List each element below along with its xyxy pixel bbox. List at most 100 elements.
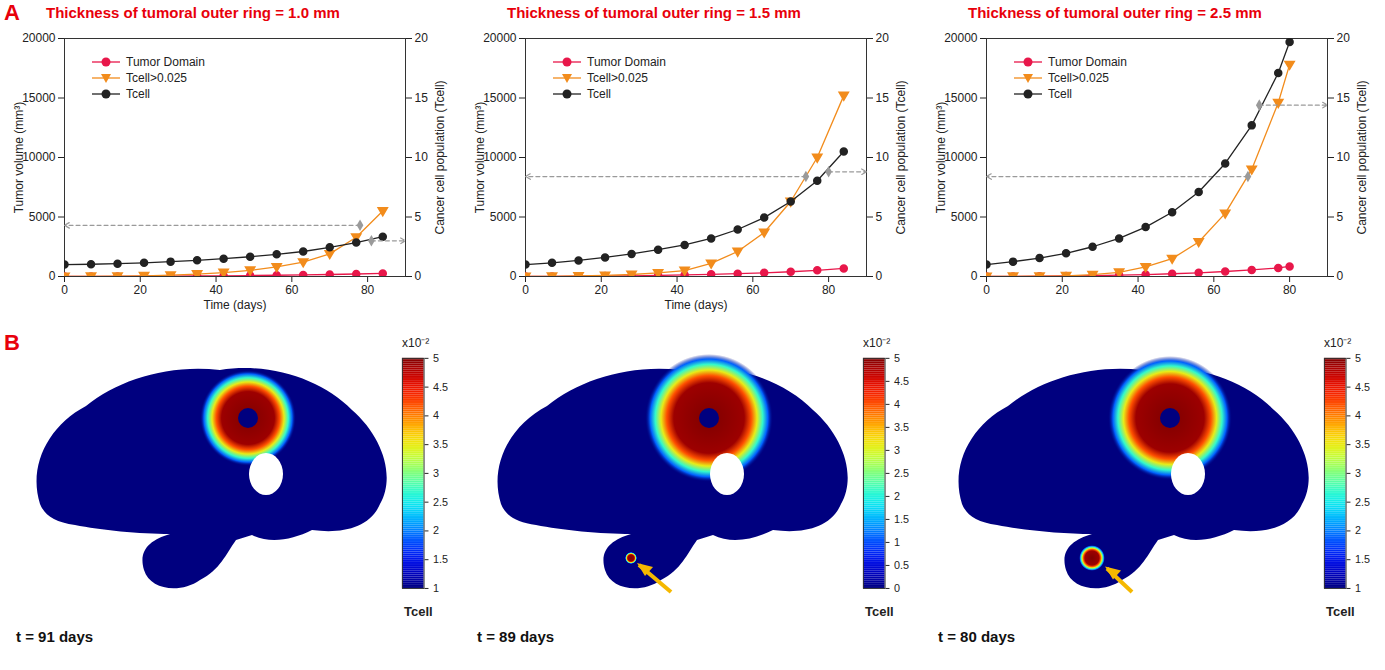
svg-text:10: 10 [1337, 150, 1351, 164]
svg-text:5: 5 [1337, 210, 1344, 224]
svg-text:80: 80 [1283, 283, 1297, 297]
svg-text:80: 80 [822, 283, 836, 297]
svg-text:0: 0 [983, 283, 990, 297]
svg-text:Time (days): Time (days) [204, 298, 267, 312]
html-text:t = 91 days: t = 91 days [16, 628, 94, 645]
html-text:Tcell: Tcell [404, 604, 433, 619]
svg-text:20000: 20000 [22, 31, 56, 45]
svg-text:4: 4 [433, 409, 439, 421]
svg-text:15000: 15000 [944, 91, 978, 105]
svg-text:60: 60 [746, 283, 760, 297]
svg-text:3: 3 [433, 467, 439, 479]
html-text:t = 80 days: t = 80 days [938, 628, 1016, 645]
svg-text:0: 0 [522, 283, 529, 297]
svg-text:10: 10 [876, 150, 890, 164]
svg-text:Time (days): Time (days) [665, 298, 728, 312]
svg-text:5000: 5000 [490, 210, 517, 224]
svg-text:Cancer cell population (Tcell): Cancer cell population (Tcell) [894, 80, 908, 234]
svg-text:20: 20 [1056, 283, 1070, 297]
svg-text:1: 1 [894, 536, 900, 548]
svg-text:20: 20 [876, 31, 890, 45]
svg-text:4.5: 4.5 [1355, 381, 1370, 393]
html-text:Tcell: Tcell [126, 87, 150, 101]
html-text:Tcell: Tcell [865, 604, 894, 619]
svg-text:10000: 10000 [944, 150, 978, 164]
svg-text:Tumor volume (mm³): Tumor volume (mm³) [12, 102, 26, 214]
svg-text:80: 80 [361, 283, 375, 297]
svg-text:10000: 10000 [22, 150, 56, 164]
svg-text:2: 2 [433, 524, 439, 536]
svg-text:3.5: 3.5 [1355, 438, 1370, 450]
svg-text:2: 2 [1355, 524, 1361, 536]
svg-text:5: 5 [433, 352, 439, 364]
html-text:Tumor Domain: Tumor Domain [1048, 55, 1127, 69]
svg-text:Cancer cell population (Tcell): Cancer cell population (Tcell) [433, 80, 447, 234]
svg-text:40: 40 [670, 283, 684, 297]
svg-text:3.5: 3.5 [894, 421, 909, 433]
svg-text:20: 20 [595, 283, 609, 297]
svg-text:0: 0 [49, 269, 56, 283]
html-text:Tcell>0.025: Tcell>0.025 [587, 71, 648, 85]
svg-text:0: 0 [61, 283, 68, 297]
svg-text:Tumor volume (mm³): Tumor volume (mm³) [473, 102, 487, 214]
svg-text:1: 1 [1355, 582, 1361, 594]
html-text:Tumor Domain: Tumor Domain [587, 55, 666, 69]
svg-text:15000: 15000 [483, 91, 517, 105]
svg-text:4: 4 [1355, 409, 1361, 421]
svg-text:1: 1 [433, 582, 439, 594]
svg-text:Tumor volume (mm³): Tumor volume (mm³) [934, 102, 948, 214]
svg-text:0: 0 [894, 582, 900, 594]
svg-text:5000: 5000 [951, 210, 978, 224]
svg-text:10000: 10000 [483, 150, 517, 164]
html-text:Tumor Domain: Tumor Domain [126, 55, 205, 69]
svg-text:20: 20 [415, 31, 429, 45]
svg-text:5: 5 [876, 210, 883, 224]
svg-text:0: 0 [971, 269, 978, 283]
svg-text:0: 0 [876, 269, 883, 283]
html-text:Thickness of tumoral outer rin: Thickness of tumoral outer ring = 1.0 mm [46, 4, 340, 21]
svg-text:2.5: 2.5 [894, 467, 909, 479]
html-text:t = 89 days: t = 89 days [477, 628, 555, 645]
svg-text:40: 40 [1131, 283, 1145, 297]
svg-text:60: 60 [285, 283, 299, 297]
html-text:A: A [4, 0, 20, 25]
svg-text:20000: 20000 [483, 31, 517, 45]
svg-text:15: 15 [1337, 91, 1351, 105]
svg-text:20000: 20000 [944, 31, 978, 45]
svg-text:4.5: 4.5 [894, 375, 909, 387]
svg-text:15: 15 [876, 91, 890, 105]
svg-text:40: 40 [209, 283, 223, 297]
html-text:Thickness of tumoral outer rin: Thickness of tumoral outer ring = 1.5 mm [507, 4, 801, 21]
svg-text:1.5: 1.5 [894, 513, 909, 525]
svg-text:3: 3 [894, 444, 900, 456]
svg-text:4: 4 [894, 398, 900, 410]
svg-text:3: 3 [1355, 467, 1361, 479]
svg-text:5: 5 [1355, 352, 1361, 364]
html-text:Thickness of tumoral outer rin: Thickness of tumoral outer ring = 2.5 mm [968, 4, 1262, 21]
svg-text:2.5: 2.5 [433, 496, 448, 508]
svg-text:2: 2 [894, 490, 900, 502]
svg-text:5: 5 [415, 210, 422, 224]
svg-text:Cancer cell population (Tcell): Cancer cell population (Tcell) [1355, 80, 1369, 234]
svg-text:4.5: 4.5 [433, 381, 448, 393]
svg-text:20: 20 [134, 283, 148, 297]
svg-text:15000: 15000 [22, 91, 56, 105]
svg-text:60: 60 [1207, 283, 1221, 297]
svg-text:1.5: 1.5 [433, 553, 448, 565]
html-text:Tcell: Tcell [587, 87, 611, 101]
svg-text:0: 0 [1337, 269, 1344, 283]
html-text:Tcell: Tcell [1326, 604, 1355, 619]
html-text:B: B [4, 330, 20, 355]
svg-text:15: 15 [415, 91, 429, 105]
svg-text:5: 5 [894, 352, 900, 364]
svg-text:0.5: 0.5 [894, 559, 909, 571]
svg-text:1.5: 1.5 [1355, 553, 1370, 565]
svg-text:10: 10 [415, 150, 429, 164]
svg-text:2.5: 2.5 [1355, 496, 1370, 508]
svg-text:0: 0 [510, 269, 517, 283]
svg-text:5000: 5000 [29, 210, 56, 224]
svg-text:20: 20 [1337, 31, 1351, 45]
svg-text:3.5: 3.5 [433, 438, 448, 450]
svg-text:0: 0 [415, 269, 422, 283]
html-text:Tcell>0.025: Tcell>0.025 [126, 71, 187, 85]
